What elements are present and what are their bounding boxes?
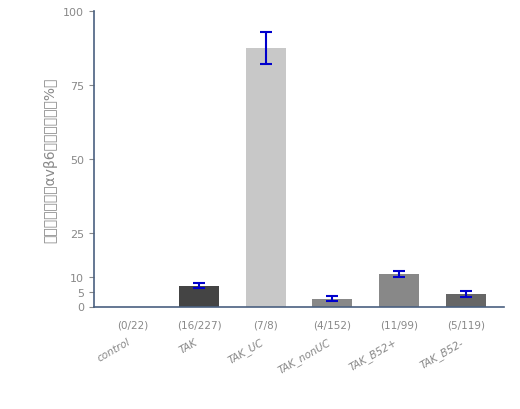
Y-axis label: 抗インテグリンαvβ6抗体陽性率（%）: 抗インテグリンαvβ6抗体陽性率（%） [43, 77, 57, 242]
Text: control: control [96, 336, 132, 363]
Text: (0/22): (0/22) [116, 320, 148, 330]
Text: TAK_B52-: TAK_B52- [418, 336, 466, 370]
Text: (11/99): (11/99) [380, 320, 418, 330]
Bar [446, 294, 486, 307]
Bar [379, 274, 419, 307]
Text: (7/8): (7/8) [253, 320, 278, 330]
Bar [313, 299, 353, 307]
Text: (5/119): (5/119) [447, 320, 485, 330]
Bar [179, 286, 219, 307]
Text: TAK: TAK [177, 336, 199, 355]
Text: TAK_UC: TAK_UC [226, 336, 266, 365]
Text: (4/152): (4/152) [314, 320, 352, 330]
Text: TAK_nonUC: TAK_nonUC [276, 336, 332, 375]
Bar [245, 49, 285, 307]
Text: (16/227): (16/227) [177, 320, 222, 330]
Text: TAK_B52+: TAK_B52+ [347, 336, 399, 372]
